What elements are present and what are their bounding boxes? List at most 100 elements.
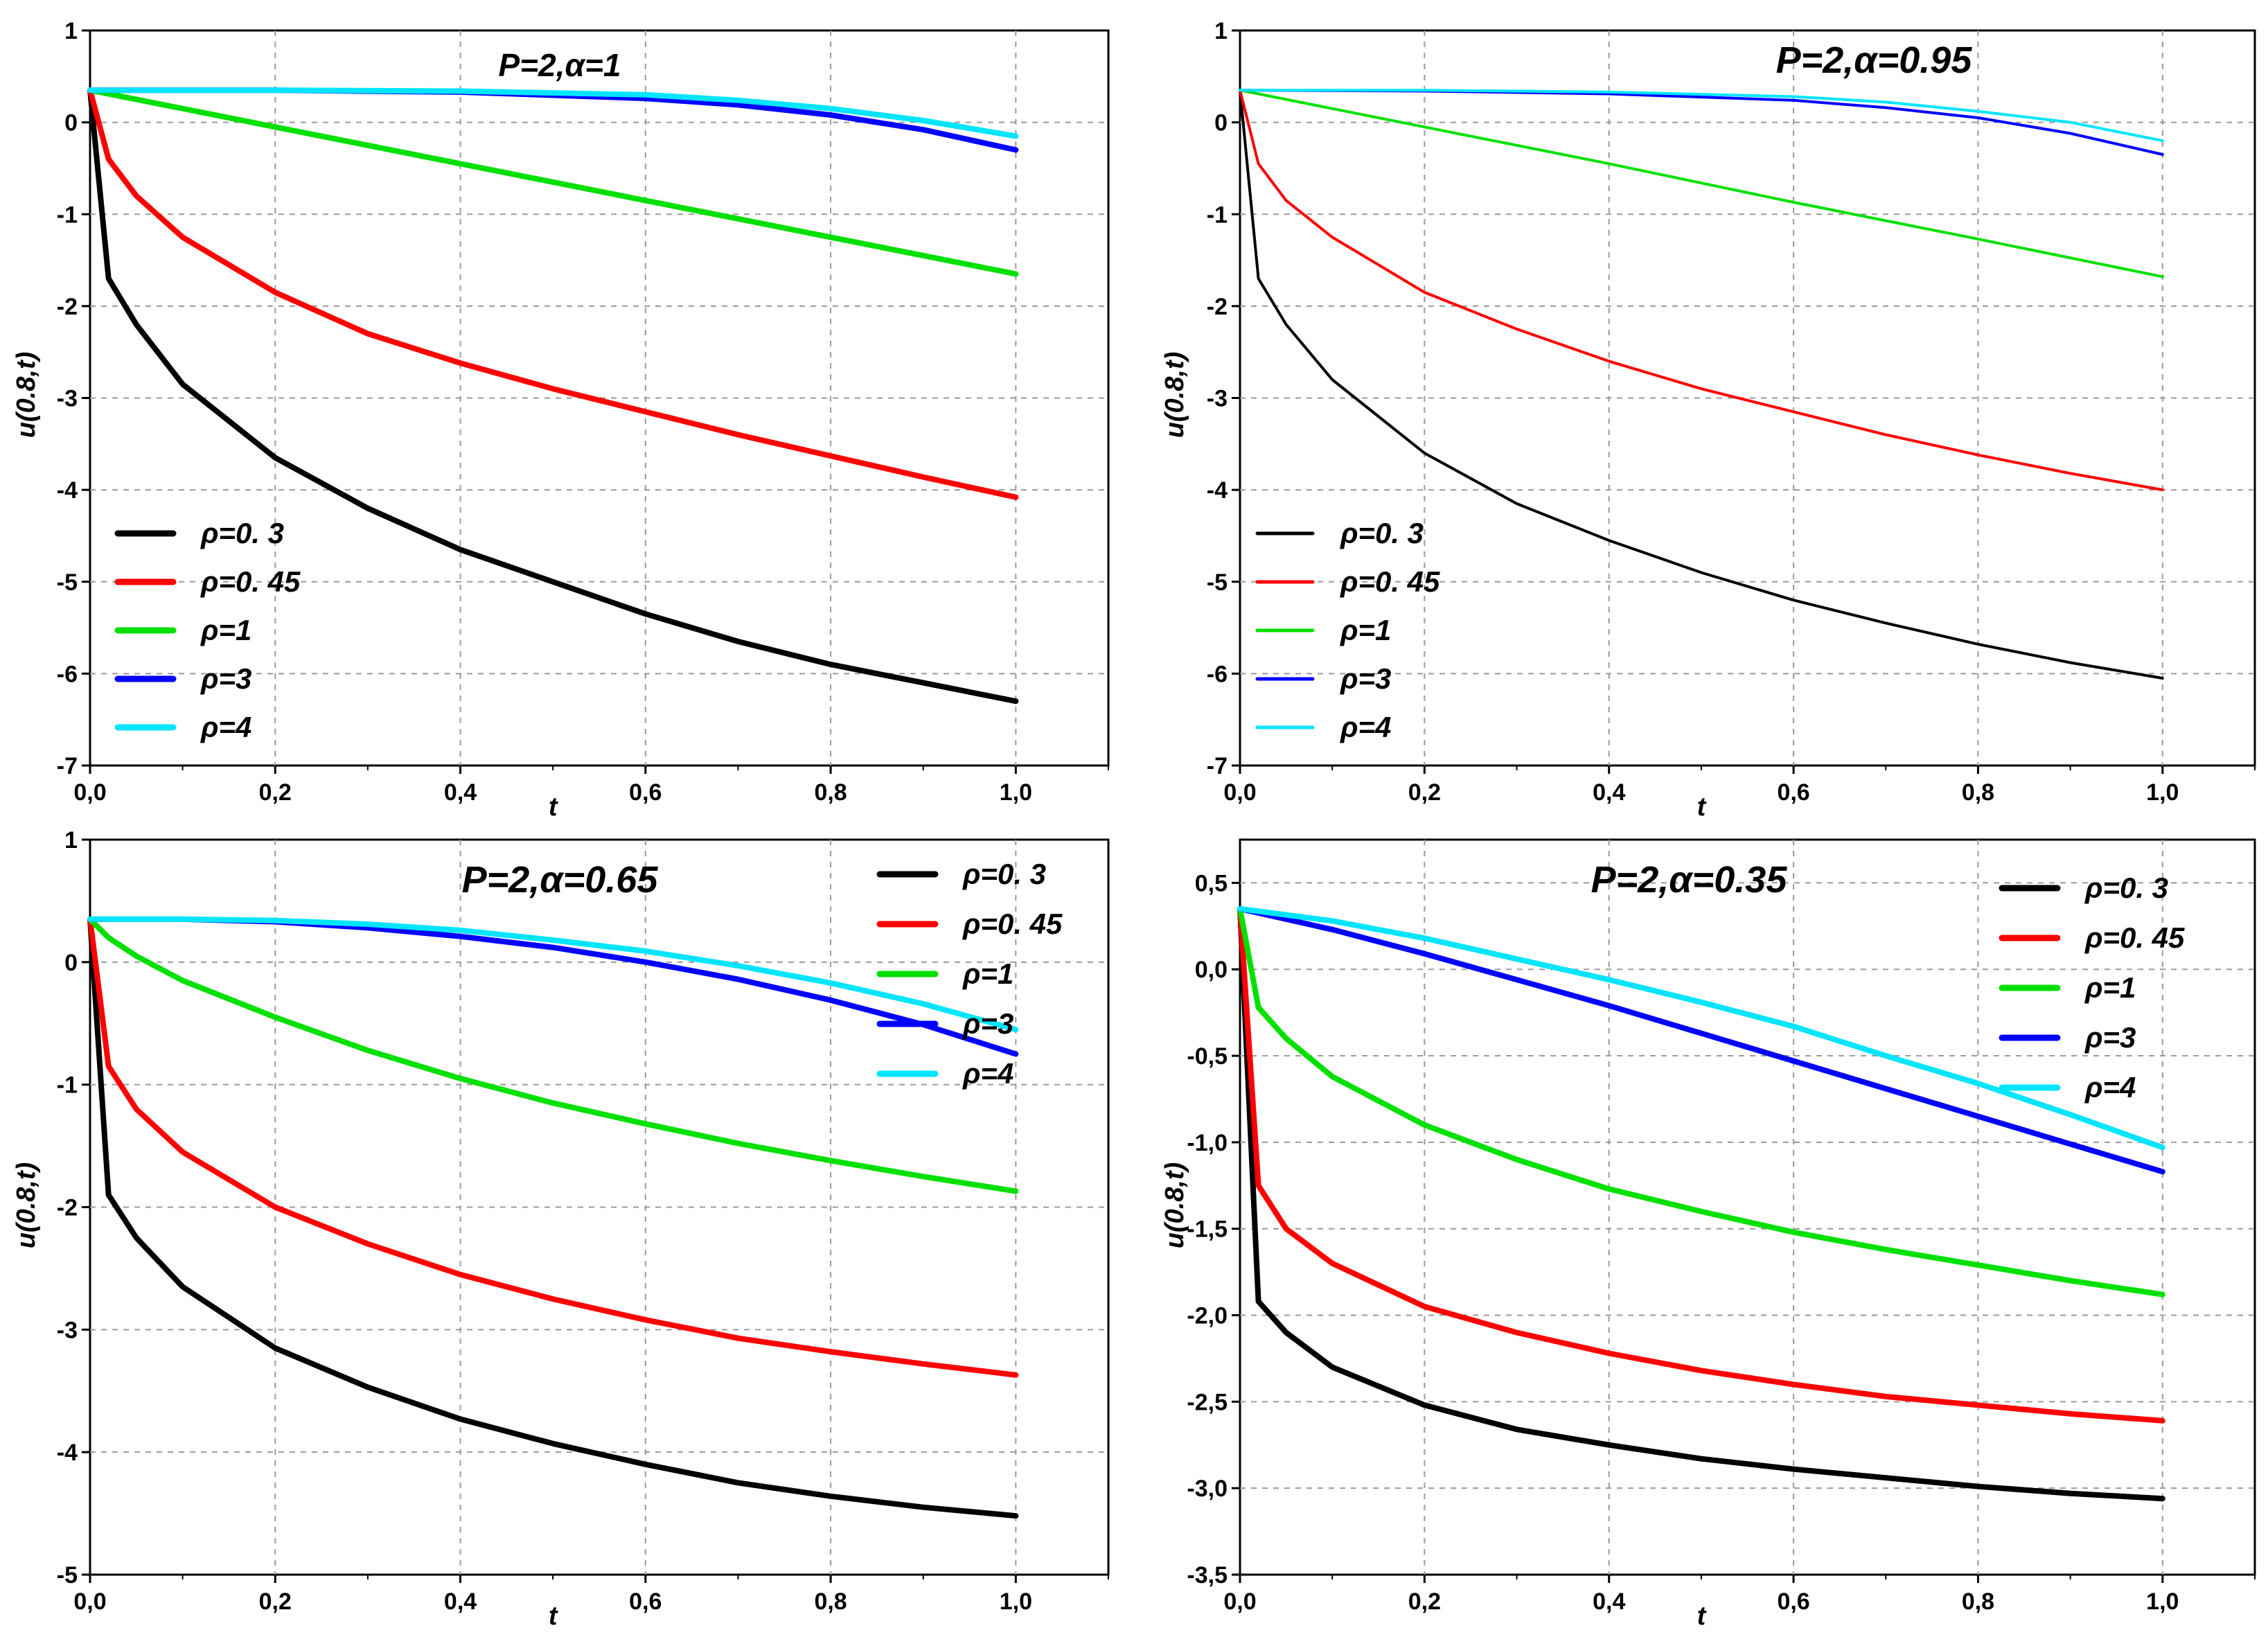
- y-axis-label: u(0.8,t): [1160, 352, 1189, 439]
- legend-label: ρ=0. 45: [200, 565, 301, 598]
- legend: ρ=0. 3 ρ=0. 45 ρ=1 ρ=3 ρ=4: [114, 517, 301, 743]
- legend-label: ρ=0. 45: [962, 908, 1063, 940]
- legend-label: ρ=3: [1340, 662, 1391, 695]
- x-tick-label: 0,8: [1962, 779, 1994, 806]
- y-tick-label: -1,5: [1187, 1216, 1228, 1243]
- y-axis-label: u(0.8,t): [12, 352, 41, 439]
- x-tick-label: 0,6: [1777, 1589, 1809, 1615]
- y-tick-label: -2: [1207, 294, 1228, 320]
- x-axis-label: t: [549, 1602, 558, 1631]
- chart-panel-4: 0,0 0,2 0,4 0,6 0,8 1,0 -3,5 -3,0 -2,5 -2,0 -1,5 -1…: [1160, 838, 2256, 1631]
- legend: ρ=0. 3 ρ=0. 45 ρ=1 ρ=3 ρ=4: [1999, 871, 2185, 1104]
- series-line-4: [1237, 905, 2165, 1175]
- x-tick-label: 0,6: [1777, 779, 1809, 806]
- x-tick-label: 0,4: [1593, 779, 1625, 806]
- legend-label: ρ=0. 3: [2084, 871, 2168, 904]
- legend-label: ρ=4: [1340, 711, 1391, 743]
- y-tick-label: -1: [57, 202, 78, 228]
- y-tick-label: -4: [57, 477, 78, 504]
- y-tick-label: -6: [57, 661, 78, 687]
- y-tick-label: -1: [1207, 202, 1228, 228]
- x-tick-label: 0,0: [73, 1589, 106, 1615]
- series-line-2: [87, 87, 1019, 500]
- legend: ρ=0. 3 ρ=0. 45 ρ=1 ρ=3 ρ=4: [1255, 517, 1440, 743]
- series-line-1: [87, 87, 1019, 705]
- y-axis-label: u(0.8,t): [1160, 1162, 1189, 1249]
- legend: ρ=0. 3 ρ=0. 45 ρ=1 ρ=3 ρ=4: [876, 858, 1063, 1090]
- series-line-1: [1237, 905, 2165, 1502]
- y-tick-label: -3,5: [1187, 1562, 1228, 1589]
- x-tick-label: 0,8: [814, 1589, 847, 1615]
- x-tick-label: 0,0: [73, 779, 106, 806]
- y-tick-label: -0,5: [1187, 1043, 1228, 1070]
- y-tick-label: 1: [1214, 18, 1228, 44]
- chart-title: P=2,α=0.65: [462, 859, 659, 901]
- series-line-2: [1239, 89, 2164, 492]
- series-line-2: [87, 916, 1019, 1378]
- legend-label: ρ=4: [962, 1057, 1013, 1090]
- y-tick-label: -5: [1207, 569, 1228, 596]
- y-tick-label: 0,5: [1195, 870, 1228, 896]
- series-line-3: [87, 87, 1019, 277]
- x-tick-label: 0,2: [259, 779, 292, 806]
- x-tick-label: 1,0: [1000, 779, 1032, 806]
- x-tick-label: 0,2: [259, 1589, 292, 1615]
- legend-label: ρ=0. 45: [2084, 921, 2185, 954]
- y-tick-label: -7: [1207, 753, 1228, 779]
- series-line-3: [1239, 89, 2164, 278]
- y-tick-label: 1: [64, 827, 78, 853]
- x-tick-label: 0,8: [814, 779, 847, 806]
- chart-title: P=2,α=0.95: [1776, 39, 1973, 81]
- y-tick-label: -3: [57, 386, 78, 412]
- y-tick-label: 0: [1214, 110, 1228, 136]
- y-tick-label: -4: [1207, 477, 1228, 504]
- x-tick-label: 1,0: [2146, 779, 2179, 806]
- x-tick-label: 1,0: [2146, 1589, 2179, 1615]
- legend-label: ρ=0. 3: [1340, 517, 1424, 549]
- series-line-1: [87, 916, 1019, 1519]
- y-axis-label: u(0.8,t): [12, 1162, 41, 1249]
- x-tick-label: 0,2: [1408, 779, 1441, 806]
- x-tick-label: 0,4: [444, 1589, 477, 1615]
- y-tick-label: -2,5: [1187, 1389, 1228, 1415]
- chart-title: P=2,α=0.35: [1591, 859, 1788, 901]
- x-tick-label: 0,6: [629, 779, 662, 806]
- legend-label: ρ=0. 3: [200, 517, 284, 549]
- y-tick-label: -5: [57, 569, 78, 596]
- chart-panel-3: 0,0 0,2 0,4 0,6 0,8 1,0 -5 -4 -3 -2 -1 0 1 u(0.8,t) t P…: [12, 827, 1110, 1631]
- legend-label: ρ=4: [2084, 1071, 2136, 1104]
- x-axis-label: t: [1697, 1602, 1707, 1631]
- legend-label: ρ=3: [2084, 1021, 2136, 1054]
- y-tick-label: -1: [57, 1072, 78, 1099]
- legend-label: ρ=1: [962, 957, 1013, 990]
- series-line-5: [1239, 89, 2164, 143]
- x-tick-label: 0,0: [1223, 1589, 1256, 1615]
- series-line-5: [87, 916, 1019, 1033]
- y-tick-label: -5: [57, 1562, 78, 1589]
- y-tick-label: 0,0: [1195, 957, 1228, 983]
- legend-label: ρ=0. 3: [962, 858, 1046, 890]
- y-tick-label: -6: [1207, 661, 1228, 687]
- x-axis-label: t: [549, 793, 558, 822]
- chart-title: P=2,α=1: [499, 47, 621, 83]
- y-tick-label: -3: [57, 1317, 78, 1343]
- y-tick-label: 0: [64, 950, 78, 976]
- legend-label: ρ=3: [962, 1007, 1013, 1040]
- y-tick-label: -3,0: [1187, 1476, 1228, 1502]
- series-line-3: [87, 916, 1019, 1194]
- y-tick-label: 1: [64, 18, 78, 44]
- x-tick-label: 0,0: [1223, 779, 1256, 806]
- y-tick-label: -3: [1207, 386, 1228, 412]
- legend-label: ρ=4: [200, 711, 251, 743]
- series-line-5: [87, 87, 1019, 139]
- y-tick-label: -2: [57, 294, 78, 320]
- x-tick-label: 0,4: [444, 779, 477, 806]
- legend-label: ρ=1: [200, 614, 251, 646]
- y-tick-label: -2: [57, 1195, 78, 1221]
- x-tick-label: 0,2: [1408, 1589, 1441, 1615]
- x-tick-label: 0,8: [1962, 1589, 1994, 1615]
- chart-panel-1: 0,0 0,2 0,4 0,6 0,8 1,0 -7 -6 -5 -4 -3 -2 -1 0 1 u(0.8,…: [12, 18, 1110, 822]
- x-tick-label: 0,6: [629, 1589, 662, 1615]
- y-tick-label: -1,0: [1187, 1130, 1228, 1156]
